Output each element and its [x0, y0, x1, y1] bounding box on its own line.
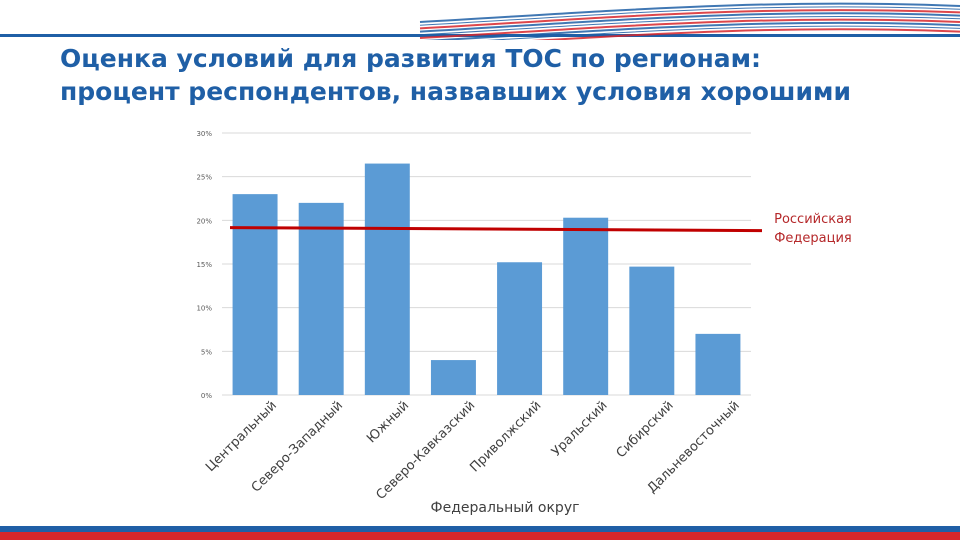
bar-chart: 0% 5% 10% 15% 20% 25% 30% ЦентральныйСеверо-За…	[196, 130, 763, 516]
y-tick-label: 30%	[196, 130, 212, 138]
y-tick-label: 25%	[196, 174, 212, 182]
x-tick-label: Приволжский	[467, 398, 544, 475]
x-tick-label: Южный	[364, 398, 412, 446]
reference-line-label: Российская Федерация	[768, 210, 858, 248]
x-tick-label: Уральский	[549, 398, 611, 460]
header-band-stripe	[419, 15, 960, 36]
reference-label-line-2: Федерация	[774, 231, 852, 246]
y-tick-label: 5%	[201, 348, 212, 356]
x-tick-label: Центральный	[203, 398, 280, 475]
header-band-stripe	[419, 6, 960, 26]
y-tick-label: 15%	[196, 261, 212, 269]
header-band-stripe	[419, 12, 960, 33]
page-title: Оценка условий для развития ТОС по регио…	[60, 42, 851, 108]
header-band-stripe	[531, 28, 960, 40]
x-tick-label: Сибирский	[614, 398, 677, 461]
header-band-stripe	[423, 21, 960, 40]
y-tick-label: 0%	[201, 392, 212, 400]
header-band-stripe	[419, 2, 960, 23]
y-axis-ticks: 0% 5% 10% 15% 20% 25% 30%	[196, 130, 212, 400]
reference-line-group	[229, 226, 763, 233]
bar	[695, 333, 741, 395]
footer-decoration-band	[0, 526, 960, 540]
footer-band-blue	[0, 526, 960, 532]
bar	[430, 360, 476, 395]
bar	[497, 262, 543, 395]
bar	[563, 217, 609, 395]
bar	[298, 202, 344, 395]
header-decoration-band	[0, 2, 960, 40]
y-tick-label: 10%	[196, 305, 212, 313]
bar	[629, 266, 675, 395]
title-line-1: Оценка условий для развития ТОС по регио…	[60, 44, 762, 73]
title-line-2: процент респондентов, назвавших условия …	[60, 77, 851, 106]
reference-line	[229, 226, 763, 233]
y-tick-label: 20%	[196, 217, 212, 225]
bars	[232, 163, 741, 395]
header-band-stripe	[419, 9, 960, 30]
bar	[364, 163, 410, 395]
bar	[232, 194, 278, 395]
header-band-stripe	[486, 25, 960, 40]
x-axis-title: Федеральный округ	[431, 500, 580, 516]
header-band-stripe	[419, 18, 960, 39]
footer-band-red	[0, 532, 960, 540]
reference-label-line-1: Российская	[774, 212, 852, 227]
